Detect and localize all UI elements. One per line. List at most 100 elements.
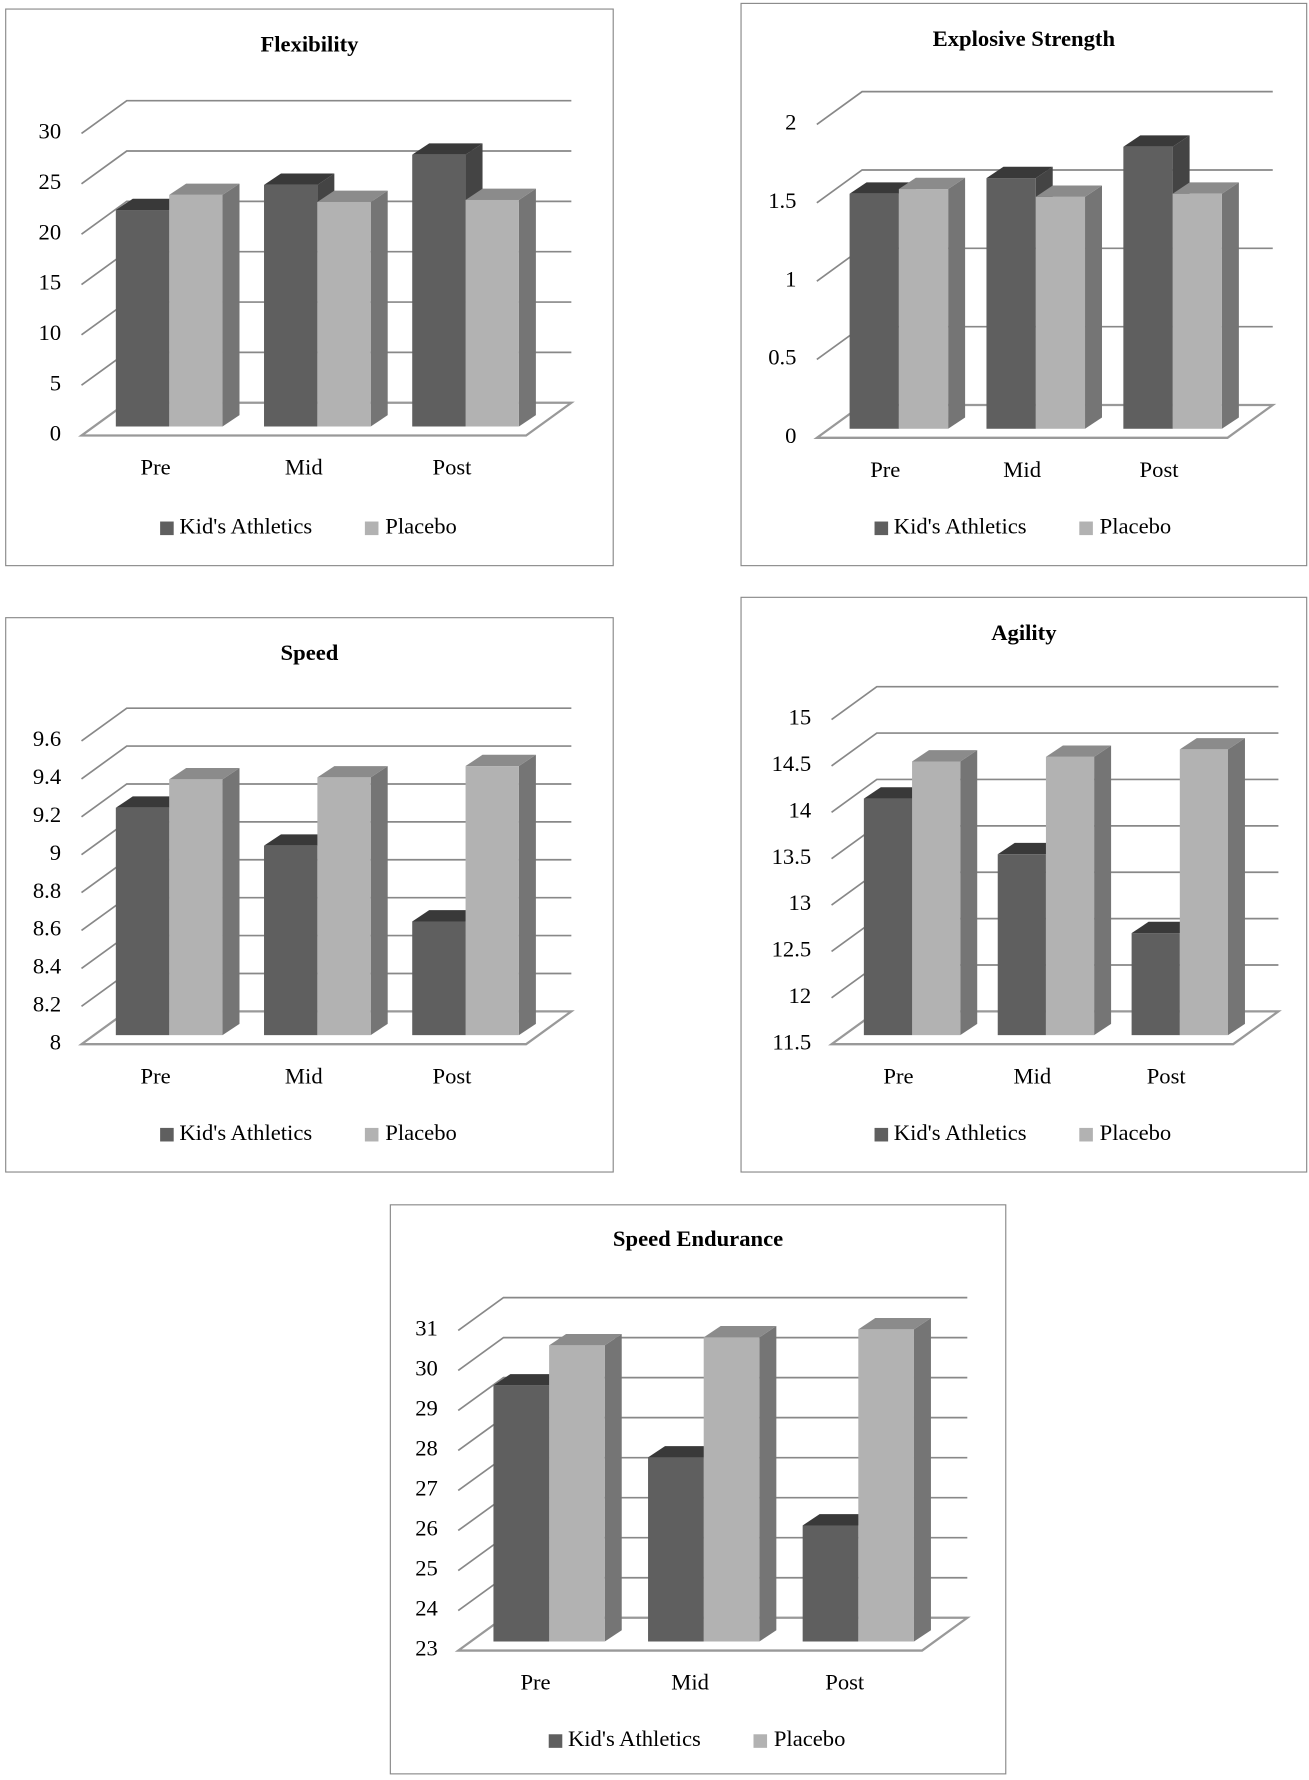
y-tick-label: 25 (39, 169, 62, 194)
bar (169, 194, 223, 427)
bar-top (549, 1334, 622, 1346)
y-tick-label: 2 (785, 110, 796, 135)
legend-swatch (160, 1127, 174, 1142)
bar-top (169, 183, 240, 195)
bar (863, 798, 913, 1036)
x-tick-label: Post (433, 1063, 473, 1088)
legend-label: Placebo (1100, 514, 1172, 539)
bar-top (986, 166, 1053, 179)
grid-line (81, 707, 572, 742)
legend-label: Kid's Athletics (894, 1120, 1027, 1145)
grid-line (457, 1336, 968, 1372)
bar-top (115, 796, 187, 808)
bar-top (648, 1446, 721, 1458)
legend-swatch (160, 521, 174, 536)
x-tick-label: Post (825, 1670, 865, 1695)
legend-swatch (364, 1127, 379, 1142)
bar (412, 154, 466, 427)
y-tick-label: 8 (50, 1029, 61, 1054)
bar-side (370, 766, 388, 1036)
bar (264, 845, 318, 1036)
grid-line (81, 99, 572, 135)
legend-swatch (1079, 521, 1093, 536)
grid-line (831, 685, 1279, 721)
grid-line (831, 778, 1279, 813)
bar-top (317, 766, 388, 778)
bar (849, 193, 899, 429)
bar-top (317, 190, 388, 202)
legend-swatch (364, 521, 379, 536)
y-tick-label: 8.2 (33, 991, 61, 1016)
legend-label: Kid's Athletics (568, 1726, 701, 1751)
x-tick-label: Mid (1014, 1063, 1052, 1088)
bar-top (898, 177, 966, 190)
bar (317, 777, 371, 1036)
bar-top (802, 1514, 876, 1526)
bar (115, 807, 170, 1036)
x-tick-label: Mid (671, 1670, 709, 1695)
chart-title: Explosive Strength (933, 26, 1116, 51)
legend-swatch (548, 1734, 563, 1748)
bar-side (1227, 738, 1245, 1036)
legend-swatch (753, 1734, 768, 1748)
x-tick-label: Pre (141, 455, 171, 480)
bar (317, 201, 371, 427)
y-tick-label: 30 (39, 119, 62, 144)
bar (1035, 196, 1086, 429)
y-tick-label: 11.5 (772, 1029, 811, 1054)
legend-label: Kid's Athletics (179, 1120, 312, 1145)
bar-top (412, 910, 483, 922)
y-tick-label: 15 (39, 270, 62, 295)
y-tick-label: 9.4 (33, 764, 61, 789)
y-tick-label: 8.6 (33, 916, 61, 941)
x-tick-label: Mid (1003, 457, 1041, 482)
bar-top (912, 750, 978, 762)
legend-label: Placebo (385, 514, 457, 539)
bar (412, 921, 466, 1036)
bar (912, 761, 961, 1036)
chart-title: Speed Endurance (613, 1226, 783, 1251)
y-tick-label: 15 (789, 705, 812, 730)
bar (549, 1345, 605, 1642)
bar-top (703, 1326, 777, 1338)
bar (115, 210, 170, 427)
grid-line (457, 1376, 968, 1412)
grid-line (831, 732, 1279, 767)
bar-side (1094, 745, 1112, 1036)
y-tick-label: 0.5 (768, 345, 796, 370)
y-tick-label: 0 (50, 421, 61, 446)
legend-label: Kid's Athletics (179, 514, 312, 539)
bar-top (1172, 182, 1239, 194)
y-tick-label: 12 (789, 983, 812, 1008)
bar-top (1045, 745, 1112, 757)
bar-top (264, 173, 335, 185)
legend-label: Kid's Athletics (894, 514, 1027, 539)
y-tick-label: 9.2 (33, 802, 61, 827)
y-tick-label: 31 (415, 1316, 438, 1341)
bar (703, 1337, 760, 1642)
grid-line (457, 1296, 968, 1332)
bar-side (948, 177, 966, 429)
bar (465, 199, 519, 427)
x-tick-label: Pre (883, 1063, 913, 1088)
bar-side (222, 768, 240, 1036)
bar (493, 1385, 550, 1642)
bar-top (858, 1318, 931, 1330)
y-tick-label: 8.4 (33, 954, 61, 979)
y-tick-label: 13.5 (772, 844, 812, 869)
bar-side (518, 188, 536, 427)
bar (1172, 193, 1222, 429)
bar-top (115, 198, 187, 211)
bar (1045, 756, 1095, 1036)
bar-side (222, 183, 240, 427)
y-tick-label: 24 (415, 1596, 438, 1621)
grid-line (81, 745, 572, 780)
legend-label: Placebo (385, 1120, 457, 1145)
bar (986, 178, 1036, 429)
x-tick-label: Post (1147, 1063, 1187, 1088)
bar (264, 184, 318, 427)
y-tick-label: 28 (415, 1436, 438, 1461)
x-tick-label: Pre (870, 457, 900, 482)
bar-top (412, 143, 483, 155)
x-tick-label: Post (1140, 457, 1180, 482)
